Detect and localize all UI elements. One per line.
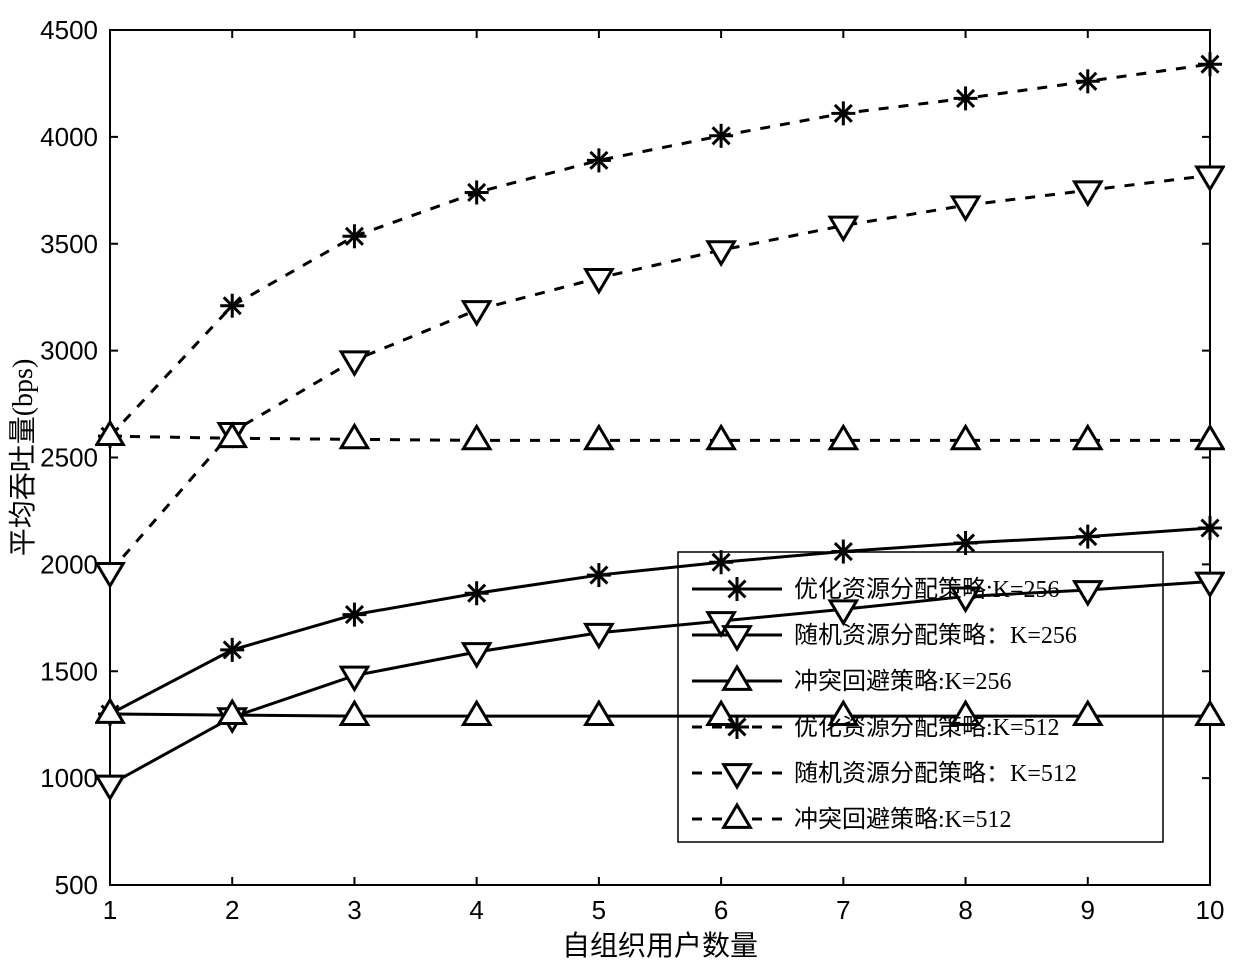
x-tick-label: 4 bbox=[469, 895, 483, 925]
legend-label: 冲突回避策略:K=256 bbox=[794, 668, 1012, 695]
plot-border bbox=[110, 30, 1210, 885]
legend-label: 随机资源分配策略：K=256 bbox=[794, 622, 1077, 649]
y-tick-label: 4500 bbox=[40, 15, 98, 45]
y-tick-label: 1500 bbox=[40, 656, 98, 686]
x-tick-label: 9 bbox=[1081, 895, 1095, 925]
y-axis-label: 平均吞吐量(bps) bbox=[7, 359, 39, 557]
series-opt512 bbox=[98, 52, 1222, 448]
y-tick-label: 3000 bbox=[40, 336, 98, 366]
y-tick-label: 1000 bbox=[40, 763, 98, 793]
series-rand512 bbox=[97, 167, 1224, 586]
x-tick-label: 10 bbox=[1196, 895, 1225, 925]
x-tick-label: 2 bbox=[225, 895, 239, 925]
series-avoid512 bbox=[97, 422, 1224, 449]
x-axis-label: 自组织用户数量 bbox=[562, 930, 758, 962]
y-tick-label: 3500 bbox=[40, 229, 98, 259]
series-opt256 bbox=[98, 516, 1222, 726]
y-tick-label: 500 bbox=[55, 870, 98, 900]
x-tick-label: 7 bbox=[836, 895, 850, 925]
legend-label: 优化资源分配策略:K=256 bbox=[794, 576, 1060, 603]
legend-label: 随机资源分配策略：K=512 bbox=[794, 760, 1077, 787]
x-tick-label: 1 bbox=[103, 895, 117, 925]
y-tick-label: 2500 bbox=[40, 443, 98, 473]
y-tick-label: 4000 bbox=[40, 122, 98, 152]
x-tick-label: 8 bbox=[958, 895, 972, 925]
y-tick-label: 2000 bbox=[40, 549, 98, 579]
throughput-chart: 1 2 3 4 5 6 7 8 9 10 500 1000 1500 2000 2500 3000 3500 40… bbox=[0, 0, 1240, 973]
legend-label: 冲突回避策略:K=512 bbox=[794, 806, 1012, 833]
x-tick-label: 5 bbox=[592, 895, 606, 925]
plot-area bbox=[97, 52, 1224, 798]
chart-container: 1 2 3 4 5 6 7 8 9 10 500 1000 1500 2000 2500 3000 3500 40… bbox=[0, 0, 1240, 973]
x-tick-label: 6 bbox=[714, 895, 728, 925]
x-tick-label: 3 bbox=[347, 895, 361, 925]
legend-label: 优化资源分配策略:K=512 bbox=[794, 714, 1060, 741]
